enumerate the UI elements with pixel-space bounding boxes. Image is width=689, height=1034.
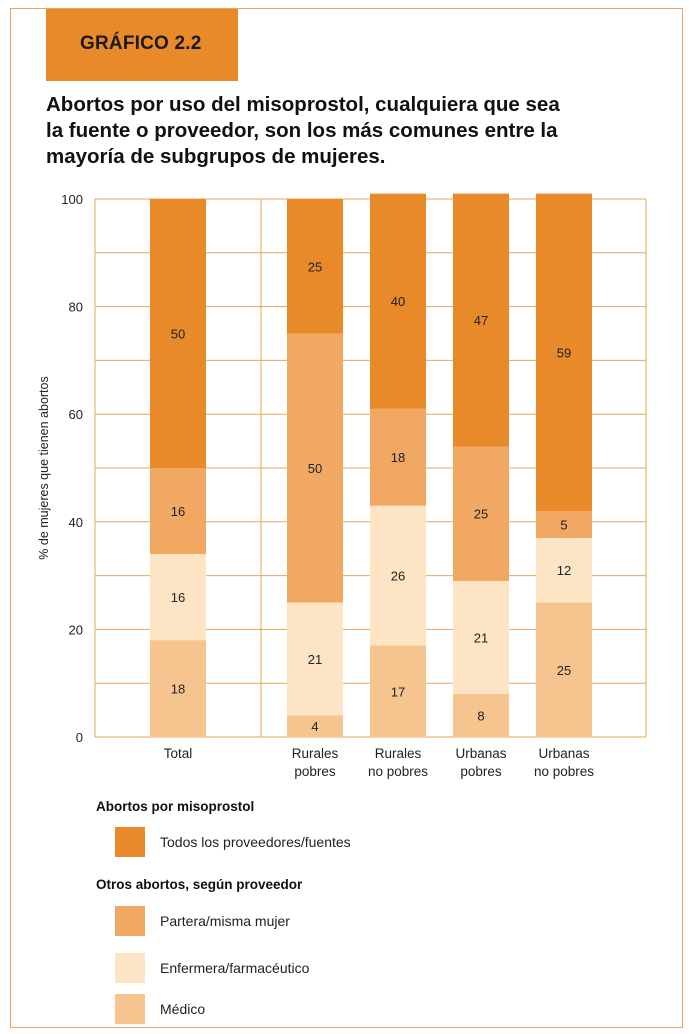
bar-segment-2-1 — [370, 505, 426, 646]
y-tick-label-60: 60 — [69, 407, 83, 422]
bar-segment-3-1 — [453, 580, 509, 694]
data-label-4-0: 25 — [557, 663, 571, 678]
legend-label-misoprostol: Todos los proveedores/fuentes — [160, 834, 351, 850]
y-tick-label-40: 40 — [69, 515, 83, 530]
bar-segment-2-2 — [370, 408, 426, 506]
data-label-2-1: 26 — [391, 569, 405, 584]
data-label-1-1: 21 — [308, 652, 322, 667]
bar-segment-0-0 — [150, 640, 206, 737]
legend-label-partera: Partera/misma mujer — [160, 913, 290, 929]
legend-swatch-medico — [115, 994, 145, 1024]
bar-segment-2-0 — [370, 645, 426, 737]
figure-label-box: GRÁFICO 2.2 — [46, 9, 238, 81]
labels-layer: 0 20 40 60 80 100 18 16 16 50 Total 4 21 50 25 Rurales p… — [61, 192, 594, 779]
bar-segment-0-2 — [150, 468, 206, 555]
y-tick-label-20: 20 — [69, 622, 83, 637]
bar-segment-1-3 — [287, 199, 343, 334]
legend-swatch-enfermera — [115, 953, 145, 983]
data-label-2-3: 40 — [391, 294, 405, 309]
bar-segment-4-0 — [536, 602, 592, 737]
data-label-3-0: 8 — [477, 708, 484, 723]
legend-swatch-partera — [115, 906, 145, 936]
bar-segment-2-3 — [370, 193, 426, 409]
data-label-1-3: 25 — [308, 259, 322, 274]
data-label-2-0: 17 — [391, 684, 405, 699]
bars-layer — [150, 193, 592, 737]
bar-segment-4-2 — [536, 511, 592, 538]
bar-segment-1-0 — [287, 715, 343, 737]
data-label-4-2: 5 — [560, 517, 567, 532]
data-label-3-2: 25 — [474, 507, 488, 522]
category-label-3-1: pobres — [460, 764, 502, 779]
data-label-4-3: 59 — [557, 345, 571, 360]
legend-group-2-title: Otros abortos, según proveedor — [96, 877, 303, 892]
bar-segment-1-1 — [287, 602, 343, 716]
data-label-1-0: 4 — [311, 719, 318, 734]
data-label-0-3: 50 — [171, 327, 185, 342]
stacked-bar-chart: 0 20 40 60 80 100 18 16 16 50 Total 4 21 50 25 Rurales p… — [37, 192, 647, 779]
bar-segment-3-2 — [453, 446, 509, 581]
chart-title-line-1: Abortos por uso del misoprostol, cualqui… — [46, 93, 560, 116]
data-label-0-0: 18 — [171, 682, 185, 697]
bar-segment-0-3 — [150, 199, 206, 468]
category-label-1-1: pobres — [294, 764, 336, 779]
bar-segment-4-3 — [536, 193, 592, 512]
bar-segment-1-2 — [287, 333, 343, 603]
data-label-1-2: 50 — [308, 461, 322, 476]
bar-segment-0-1 — [150, 554, 206, 641]
chart-title-line-2: la fuente o proveedor, son los más comun… — [46, 119, 558, 142]
category-label-3-0: Urbanas — [455, 746, 506, 761]
data-label-4-1: 12 — [557, 563, 571, 578]
y-axis-label: % de mujeres que tienen abortos — [37, 376, 51, 559]
legend-label-enfermera: Enfermera/farmacéutico — [160, 960, 310, 976]
legend-label-medico: Médico — [160, 1001, 206, 1017]
category-label-2-1: no pobres — [368, 764, 428, 779]
category-label-1-0: Rurales — [292, 746, 339, 761]
figure-label: GRÁFICO 2.2 — [80, 33, 202, 54]
legend-group-1-title: Abortos por misoprostol — [96, 799, 255, 814]
bar-segment-3-3 — [453, 193, 509, 447]
y-tick-label-0: 0 — [76, 730, 83, 745]
legend-swatch-misoprostol — [115, 827, 145, 857]
bar-segment-4-1 — [536, 537, 592, 603]
y-tick-label-80: 80 — [69, 300, 83, 315]
chart-title: Abortos por uso del misoprostol, cualqui… — [46, 92, 646, 170]
category-label-0-0: Total — [164, 746, 193, 761]
data-label-3-3: 47 — [474, 313, 488, 328]
chart-title-line-3: mayoría de subgrupos de mujeres. — [46, 145, 386, 168]
data-label-0-1: 16 — [171, 590, 185, 605]
category-label-2-0: Rurales — [375, 746, 422, 761]
y-tick-label-100: 100 — [61, 192, 83, 207]
category-label-4-1: no pobres — [534, 764, 594, 779]
category-label-4-0: Urbanas — [538, 746, 589, 761]
data-label-2-2: 18 — [391, 450, 405, 465]
data-label-0-2: 16 — [171, 504, 185, 519]
data-label-3-1: 21 — [474, 630, 488, 645]
bar-segment-3-0 — [453, 693, 509, 737]
